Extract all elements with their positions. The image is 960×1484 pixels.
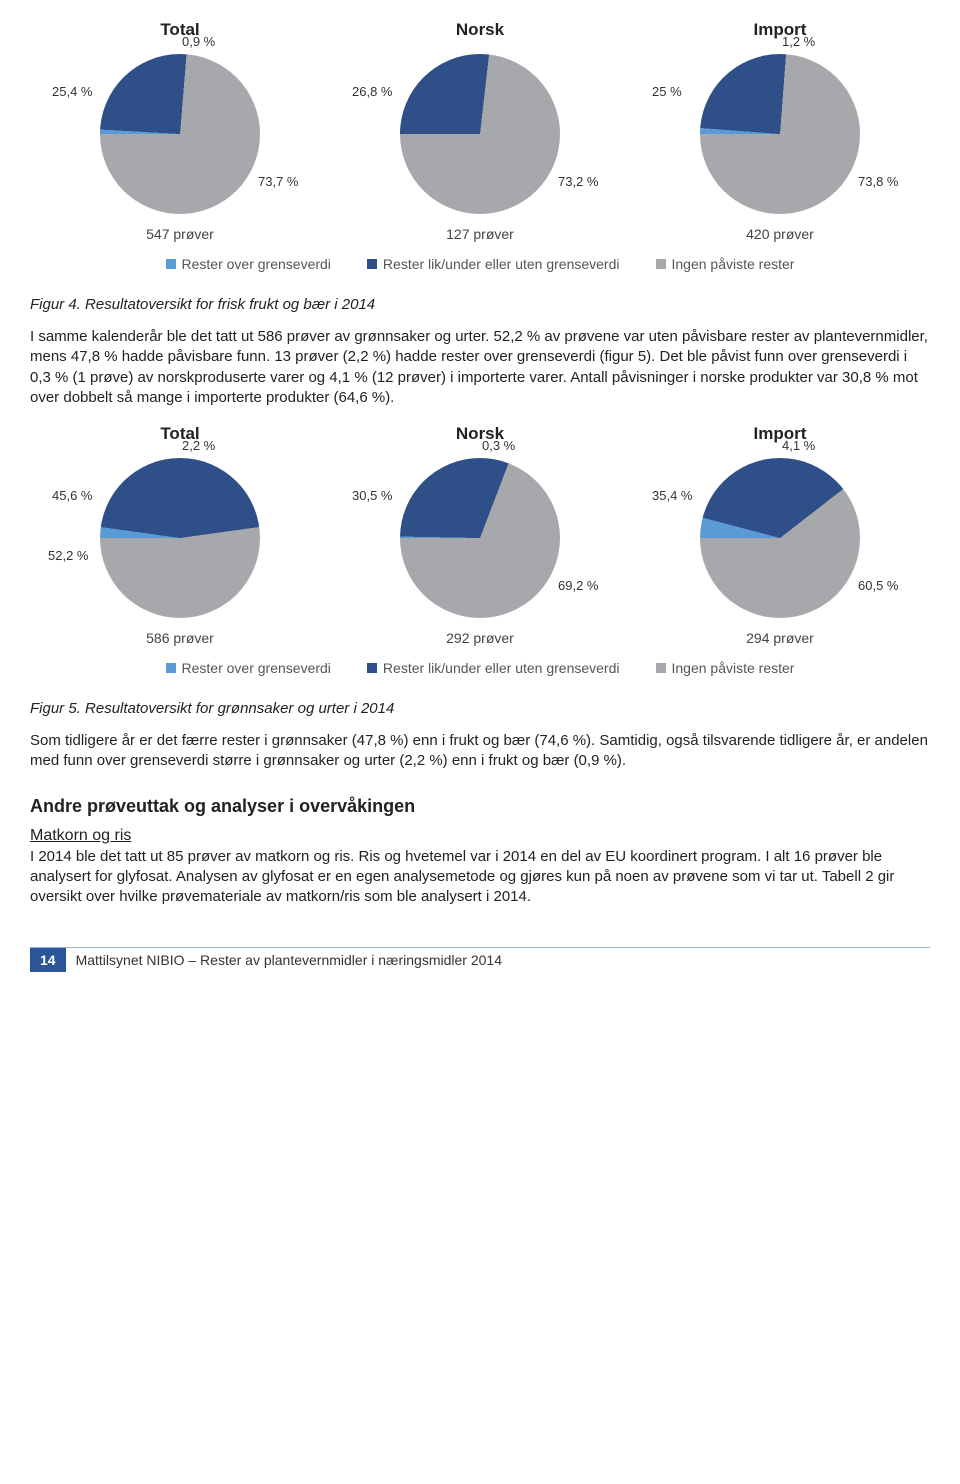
legend-item-over: Rester over grenseverdi [166, 256, 331, 272]
swatch-over [166, 663, 176, 673]
pie-wrap: 26,8 %73,2 % [390, 44, 570, 224]
pct-under-label: 30,5 % [352, 488, 392, 503]
chart-title: Norsk [456, 20, 504, 40]
legend-label-over: Rester over grenseverdi [182, 256, 331, 272]
legend-item-none: Ingen påviste rester [656, 256, 795, 272]
pct-none-label: 52,2 % [48, 548, 88, 563]
figure5-caption: Figur 5. Resultatoversikt for grønnsaker… [30, 700, 930, 717]
figure4-chart-row: Total0,9 %25,4 %73,7 %547 prøverNorsk26,… [30, 20, 930, 242]
pct-over-label: 0,9 % [182, 34, 215, 49]
legend-item-over: Rester over grenseverdi [166, 660, 331, 676]
subheading-matkorn: Matkorn og ris [30, 827, 930, 845]
sample-count: 586 prøver [146, 630, 214, 646]
legend-label-under: Rester lik/under eller uten grenseverdi [383, 256, 620, 272]
pie-chart [700, 458, 860, 618]
paragraph-1: I samme kalenderår ble det tatt ut 586 p… [30, 327, 930, 408]
swatch-none [656, 259, 666, 269]
legend-label-under: Rester lik/under eller uten grenseverdi [383, 660, 620, 676]
sample-count: 420 prøver [746, 226, 814, 242]
pie-chart [400, 458, 560, 618]
pie-wrap: 1,2 %25 %73,8 % [690, 44, 870, 224]
pct-over-label: 2,2 % [182, 438, 215, 453]
pie-wrap: 2,2 %45,6 %52,2 % [90, 448, 270, 628]
chart-column: Import4,1 %35,4 %60,5 %294 prøver [650, 424, 910, 646]
sample-count: 547 prøver [146, 226, 214, 242]
chart-column: Norsk26,8 %73,2 %127 prøver [350, 20, 610, 242]
page-footer: 14 Mattilsynet NIBIO – Rester av plantev… [30, 947, 930, 972]
legend-label-none: Ingen påviste rester [672, 256, 795, 272]
pct-under-label: 45,6 % [52, 488, 92, 503]
sample-count: 127 prøver [446, 226, 514, 242]
legend-label-none: Ingen påviste rester [672, 660, 795, 676]
chart-column: Total2,2 %45,6 %52,2 %586 prøver [50, 424, 310, 646]
pct-under-label: 25,4 % [52, 84, 92, 99]
chart-column: Total0,9 %25,4 %73,7 %547 prøver [50, 20, 310, 242]
chart-column: Norsk0,3 %30,5 %69,2 %292 prøver [350, 424, 610, 646]
pie-chart [700, 54, 860, 214]
figure5-chart-row: Total2,2 %45,6 %52,2 %586 prøverNorsk0,3… [30, 424, 930, 646]
legend-item-none: Ingen påviste rester [656, 660, 795, 676]
legend-label-over: Rester over grenseverdi [182, 660, 331, 676]
pie-wrap: 0,3 %30,5 %69,2 % [390, 448, 570, 628]
pie-wrap: 0,9 %25,4 %73,7 % [90, 44, 270, 224]
swatch-under [367, 663, 377, 673]
legend-item-under: Rester lik/under eller uten grenseverdi [367, 660, 620, 676]
chart-column: Import1,2 %25 %73,8 %420 prøver [650, 20, 910, 242]
figure4-caption: Figur 4. Resultatoversikt for frisk fruk… [30, 296, 930, 313]
pie-chart [400, 54, 560, 214]
pct-none-label: 73,2 % [558, 174, 598, 189]
pct-none-label: 60,5 % [858, 578, 898, 593]
paragraph-3: I 2014 ble det tatt ut 85 prøver av matk… [30, 847, 930, 908]
pct-over-label: 1,2 % [782, 34, 815, 49]
swatch-none [656, 663, 666, 673]
pct-none-label: 69,2 % [558, 578, 598, 593]
pie-chart [100, 54, 260, 214]
figure4-legend: Rester over grenseverdi Rester lik/under… [30, 256, 930, 272]
swatch-over [166, 259, 176, 269]
pct-under-label: 35,4 % [652, 488, 692, 503]
swatch-under [367, 259, 377, 269]
pct-under-label: 26,8 % [352, 84, 392, 99]
legend-item-under: Rester lik/under eller uten grenseverdi [367, 256, 620, 272]
pct-over-label: 4,1 % [782, 438, 815, 453]
figure5-legend: Rester over grenseverdi Rester lik/under… [30, 660, 930, 676]
pct-none-label: 73,8 % [858, 174, 898, 189]
footer-title: Mattilsynet NIBIO – Rester av plantevern… [76, 948, 502, 972]
sample-count: 292 prøver [446, 630, 514, 646]
pct-over-label: 0,3 % [482, 438, 515, 453]
section-heading-andre: Andre prøveuttak og analyser i overvåkin… [30, 796, 930, 817]
sample-count: 294 prøver [746, 630, 814, 646]
pie-chart [100, 458, 260, 618]
paragraph-2: Som tidligere år er det færre rester i g… [30, 731, 930, 772]
pie-wrap: 4,1 %35,4 %60,5 % [690, 448, 870, 628]
pct-none-label: 73,7 % [258, 174, 298, 189]
pct-under-label: 25 % [652, 84, 682, 99]
page-number: 14 [30, 948, 66, 972]
